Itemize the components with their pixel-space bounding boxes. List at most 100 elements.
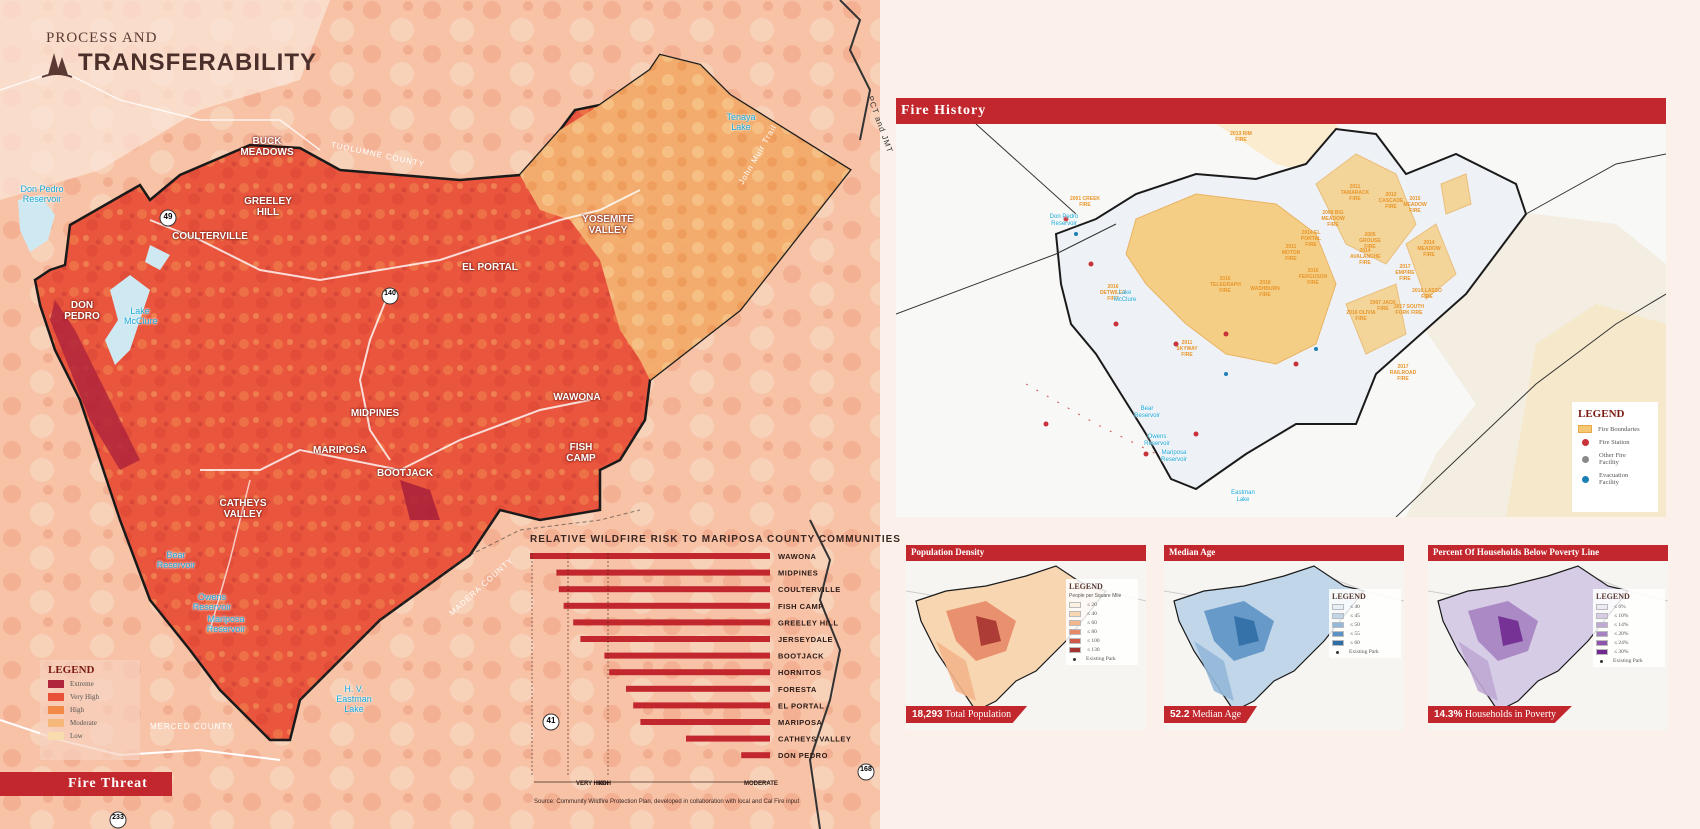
panel-legend-swatch [1069,620,1081,626]
legend-swatch [48,680,64,688]
fh-legend-swatch [1582,455,1589,463]
fire-history-title: Fire History [896,98,1666,124]
risk-bar [604,652,770,659]
shield-140: 140 [384,290,396,297]
panel-title: Population Density [911,547,985,557]
panel-legend-item: ≤ 50 [1332,622,1398,628]
risk-bar [633,702,770,709]
fire-label: 2014 MEADOW FIRE [1417,240,1441,258]
park-dot-icon [1336,650,1339,654]
panel-legend-title: LEGEND [1596,592,1630,601]
brand-line1: PROCESS AND [46,30,158,46]
legend-title: LEGEND [48,664,95,676]
panel-title: Percent Of Households Below Poverty Line [1433,547,1600,557]
fire-label: 2016 TELEGRAPH FIRE [1210,276,1241,294]
fh-legend-swatch [1582,475,1589,483]
fire-label: 2014 AVALANCHE FIRE [1350,248,1381,266]
panel-legend-swatch [1069,611,1081,617]
panel-legend-label: ≤ 50 [1350,622,1360,628]
water-don-pedro-reservoir: Don Pedro Reservoir [20,184,64,204]
shield-168: 168 [860,766,872,773]
panel-map: LEGEND ≤ 40 ≤ 45 ≤ 50 ≤ 55 ≤ 60 Existing Park [1164,561,1404,730]
panel-legend-item: ≤ 30% [1596,649,1662,655]
fire-label: 2016 FERGUSON FIRE [1298,268,1328,286]
fh-legend-label: Other Fire Facility [1599,452,1626,466]
panel-legend-swatch [1069,629,1081,635]
risk-bar-label: FISH CAMP [778,602,824,611]
fire-history-map [896,124,1666,517]
place-greeley-hill: GREELEY HILL [244,196,292,218]
fire-threat-title: Fire Threat [0,772,172,796]
fire-label: 2011 TAMARACK FIRE [1340,184,1370,202]
risk-bar [558,586,770,593]
panel-legend: LEGEND ≤ 6% ≤ 10% ≤ 14% ≤ 20% ≤ 24% ≤ 30% Exist… [1593,589,1665,667]
panel-map: LEGEND People per Square Mile ≤ 20 ≤ 40 ≤ 60… [906,561,1146,730]
panel-legend-swatch [1596,613,1608,619]
panel-legend-swatch [1069,638,1081,644]
panel-legend-item: ≤ 20% [1596,631,1662,637]
panel-legend-label: ≤ 24% [1614,640,1629,646]
axis-label-high: HIGH [596,781,611,787]
route-shields [109,209,875,829]
legend-item: Low [48,732,99,740]
fire-label: 2016 OLIVIA FIRE [1346,310,1376,322]
place-midpines: MIDPINES [350,408,400,419]
panel-legend-item: ≤ 20 [1069,602,1135,608]
place-buck-meadows: BUCK MEADOWS [240,136,294,158]
panel-stat-label: Median Age [1191,709,1242,720]
fire-label: 2007 JACK FIRE [1369,300,1397,312]
county-merced: MERCED COUNTY [150,722,234,731]
water-eastman-lake: H. V. Eastman Lake [336,684,372,714]
panel-stat: 52.2 Median Age [1164,706,1258,723]
risk-chart-source: Source: Community Wildfire Protection Pl… [534,799,800,805]
fh-legend-label: Evacuation Facility [1599,472,1629,486]
place-el-portal: EL PORTAL [462,262,518,273]
legend-item: High [48,706,99,714]
risk-bar-label: HORNITOS [778,668,821,677]
panel-legend-label: ≤ 10% [1614,613,1629,619]
tree-logo-icon [40,47,74,79]
shield-41: 41 [546,716,556,725]
fh-water-eastman: Eastman Lake [1231,490,1255,503]
panel-legend-item: ≤ 60 [1069,620,1135,626]
panel-legend-swatch [1596,604,1608,610]
place-catheys-valley: CATHEYS VALLEY [219,498,267,520]
panel-legend-label: ≤ 6% [1614,604,1626,610]
fh-legend-label: Fire Boundaries [1598,425,1640,433]
panel-stat-value: 14.3% [1434,709,1463,720]
fh-legend-label: Fire Station [1599,439,1630,446]
panel-legend-label: ≤ 80 [1087,629,1097,635]
panel-legend-label: ≤ 100 [1087,638,1100,644]
panel-legend-label: ≤ 130 [1087,647,1100,653]
panel-legend-swatch [1069,602,1081,608]
fh-legend-item: Evacuation Facility [1578,472,1652,486]
water-tenaya-lake: Tenaya Lake [726,112,756,132]
legend-swatch [48,732,64,740]
fire-threat-map: WAWONA MIDPINES COULTERVILLE FISH CAMP GREEL… [0,0,880,829]
fh-legend-item: Fire Station [1578,439,1652,446]
panel-legend-item: ≤ 130 [1069,647,1135,653]
panel-legend-item: ≤ 100 [1069,638,1135,644]
panel-legend-item: ≤ 80 [1069,629,1135,635]
brand-line2: TRANSFERABILITY [78,49,317,76]
panel-legend-item: ≤ 45 [1332,613,1398,619]
brand-logo: PROCESS AND TRANSFERABILITY [40,30,317,79]
legend-item: Moderate [48,719,99,727]
place-mariposa: MARIPOSA [313,445,367,456]
fire-label: 2012 CASCADE FIRE [1378,192,1404,210]
fh-water-don-pedro: Don Pedro Reservoir [1049,214,1079,227]
fire-label: 2011 SKYWAY FIRE [1176,340,1198,358]
water-owens-reservoir: Owens Reservoir [192,592,232,612]
risk-chart-title: RELATIVE WILDFIRE RISK TO MARIPOSA COUNT… [530,534,901,545]
place-fish-camp: FISH CAMP [566,442,596,464]
risk-bar [563,602,770,609]
legend-label: Very High [70,693,99,701]
water-mariposa-reservoir: Mariposa Reservoir [206,614,246,634]
legend-swatch [48,693,64,701]
fire-label: 2017 EMPIRE FIRE [1395,264,1415,282]
shield-233: 233 [112,814,124,821]
panel-legend-item: ≤ 60 [1332,640,1398,646]
risk-bar [609,669,770,676]
fire-label: 2005 GROUSE FIRE [1359,232,1381,250]
panel-header: Population Density [906,545,1146,561]
